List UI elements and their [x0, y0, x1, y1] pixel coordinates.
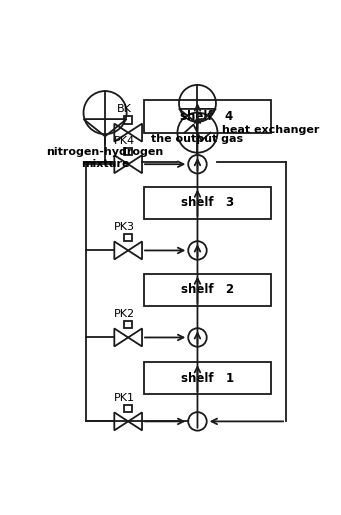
- Text: PK3: PK3: [114, 222, 135, 232]
- Bar: [144, 273, 271, 306]
- Bar: [124, 321, 132, 329]
- Bar: [124, 116, 132, 124]
- Bar: [124, 147, 132, 155]
- Text: shelf   3: shelf 3: [180, 196, 234, 209]
- Bar: [124, 234, 132, 242]
- Text: BK: BK: [117, 105, 132, 114]
- Text: PK1: PK1: [114, 393, 135, 403]
- Text: PK4: PK4: [114, 136, 135, 146]
- Bar: [124, 405, 132, 413]
- Bar: [144, 186, 271, 219]
- Text: nitrogen-hydrogen
mixture: nitrogen-hydrogen mixture: [46, 147, 164, 169]
- Text: shelf   1: shelf 1: [180, 372, 234, 385]
- Text: shelf   2: shelf 2: [180, 283, 234, 296]
- Text: the output gas: the output gas: [151, 134, 243, 145]
- Text: shelf   4: shelf 4: [180, 110, 234, 123]
- Bar: [144, 100, 271, 133]
- Text: heat exchanger: heat exchanger: [222, 125, 320, 134]
- Text: PK2: PK2: [114, 309, 135, 319]
- Bar: [144, 362, 271, 394]
